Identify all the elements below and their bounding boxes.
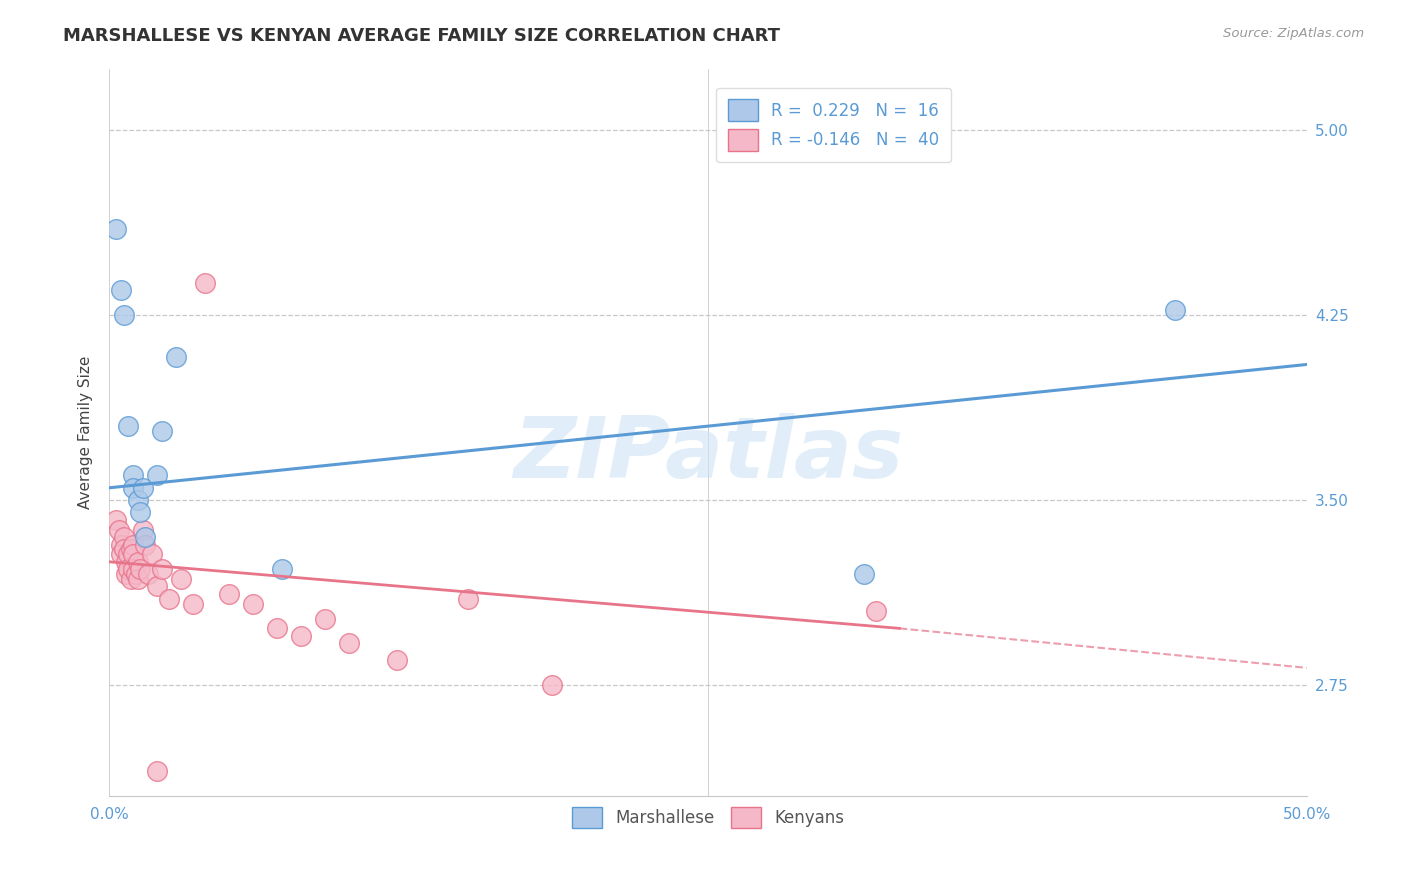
Point — [170, 572, 193, 586]
Point — [541, 678, 564, 692]
Point — [266, 621, 288, 635]
Point — [110, 548, 132, 562]
Point — [132, 523, 155, 537]
Point — [117, 419, 139, 434]
Point — [157, 591, 180, 606]
Text: Source: ZipAtlas.com: Source: ZipAtlas.com — [1223, 27, 1364, 40]
Point — [108, 523, 131, 537]
Point — [122, 481, 145, 495]
Point — [865, 604, 887, 618]
Point — [105, 513, 128, 527]
Point — [105, 222, 128, 236]
Point — [112, 530, 135, 544]
Point — [146, 579, 169, 593]
Text: ZIPatlas: ZIPatlas — [513, 413, 903, 496]
Point — [194, 276, 217, 290]
Point — [110, 284, 132, 298]
Legend: Marshallese, Kenyans: Marshallese, Kenyans — [565, 800, 851, 835]
Point — [218, 587, 240, 601]
Point — [120, 542, 142, 557]
Point — [120, 572, 142, 586]
Point — [181, 597, 204, 611]
Y-axis label: Average Family Size: Average Family Size — [79, 356, 93, 509]
Point — [112, 542, 135, 557]
Point — [385, 653, 408, 667]
Point — [117, 562, 139, 576]
Point — [117, 548, 139, 562]
Point — [134, 530, 156, 544]
Point — [270, 562, 292, 576]
Point — [112, 308, 135, 322]
Point — [127, 555, 149, 569]
Point — [110, 537, 132, 551]
Point — [127, 493, 149, 508]
Point — [290, 629, 312, 643]
Point — [127, 572, 149, 586]
Point — [122, 468, 145, 483]
Point — [1164, 303, 1187, 318]
Point — [115, 555, 138, 569]
Point — [129, 506, 152, 520]
Point — [129, 562, 152, 576]
Point — [115, 567, 138, 582]
Point — [314, 611, 336, 625]
Point — [146, 764, 169, 779]
Point — [852, 567, 875, 582]
Point — [165, 350, 187, 364]
Point — [150, 424, 173, 438]
Point — [146, 468, 169, 483]
Point — [122, 537, 145, 551]
Point — [141, 548, 163, 562]
Point — [337, 636, 360, 650]
Point — [134, 537, 156, 551]
Point — [457, 591, 479, 606]
Point — [242, 597, 264, 611]
Point — [150, 562, 173, 576]
Point — [124, 567, 146, 582]
Point — [136, 567, 159, 582]
Text: MARSHALLESE VS KENYAN AVERAGE FAMILY SIZE CORRELATION CHART: MARSHALLESE VS KENYAN AVERAGE FAMILY SIZ… — [63, 27, 780, 45]
Point — [122, 562, 145, 576]
Point — [132, 481, 155, 495]
Point — [122, 548, 145, 562]
